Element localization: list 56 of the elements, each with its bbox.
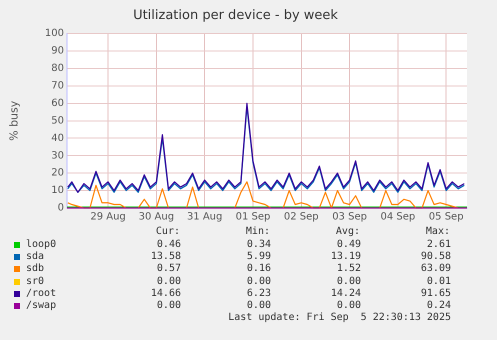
text: 0.49 [336,239,361,250]
text: 1.52 [336,263,361,274]
text: Last update: Fri Sep 5 22:30:13 2025 [228,312,451,324]
text: 2.61 [426,239,451,250]
text: Avg: [336,226,360,237]
text: 14.66 [150,288,181,299]
x-tick-label: 04 Sep [380,212,416,223]
text: 0.01 [426,276,451,287]
y-tick-label: 80 [51,63,64,74]
y-tick-label: 20 [51,168,64,179]
text: 5.99 [246,251,271,262]
text: Min: [246,226,270,237]
text: 0.00 [246,300,271,311]
y-tick-label: 100 [44,28,64,40]
text: 0.24 [426,300,451,311]
text: 0.00 [336,300,361,311]
text: 14.24 [330,288,361,299]
y-tick-label: 70 [51,80,64,92]
text: 90.58 [420,251,451,262]
y-tick-label: 0 [58,202,64,214]
y-tick-label: 60 [51,98,64,109]
y-tick-label: 40 [51,132,64,144]
y-tick-label: 30 [51,150,64,162]
text: Cur: [156,226,180,237]
legend-label: loop0 [26,239,56,250]
text: 0.00 [156,300,181,311]
x-tick-label: 05 Sep [428,212,464,223]
x-tick-label: 31 Aug [186,212,222,223]
text: 0.34 [246,239,271,250]
y-tick-label: 50 [51,115,64,126]
text: Max: [426,226,450,237]
y-tick-label: 10 [51,185,64,196]
x-tick-label: 30 Aug [138,212,174,223]
legend-label: sr0 [26,276,44,287]
x-tick-label: 01 Sep [236,212,270,223]
text: 0.46 [156,239,181,250]
text: 6.23 [246,288,271,299]
text: 0.00 [336,276,361,287]
text: 13.19 [330,251,361,262]
x-tick-label: 29 Aug [90,212,126,223]
text: 0.00 [156,276,181,287]
x-tick-label: 02 Sep [284,212,319,223]
text: 0.57 [156,263,181,274]
chart-title: Utilization per device - by week [133,8,338,24]
text: 91.65 [420,288,451,299]
legend-label: sdb [26,263,44,274]
legend-label: sda [26,251,44,262]
text: 0.00 [246,276,271,287]
legend-label: /swap [26,300,56,311]
legend-label: /root [26,288,56,299]
y-tick-label: 90 [51,46,64,57]
text: 13.58 [150,251,181,262]
y-axis-title: % busy [7,100,20,141]
x-tick-label: 03 Sep [332,212,367,223]
text: 0.16 [246,263,271,274]
text: 63.09 [420,263,451,274]
